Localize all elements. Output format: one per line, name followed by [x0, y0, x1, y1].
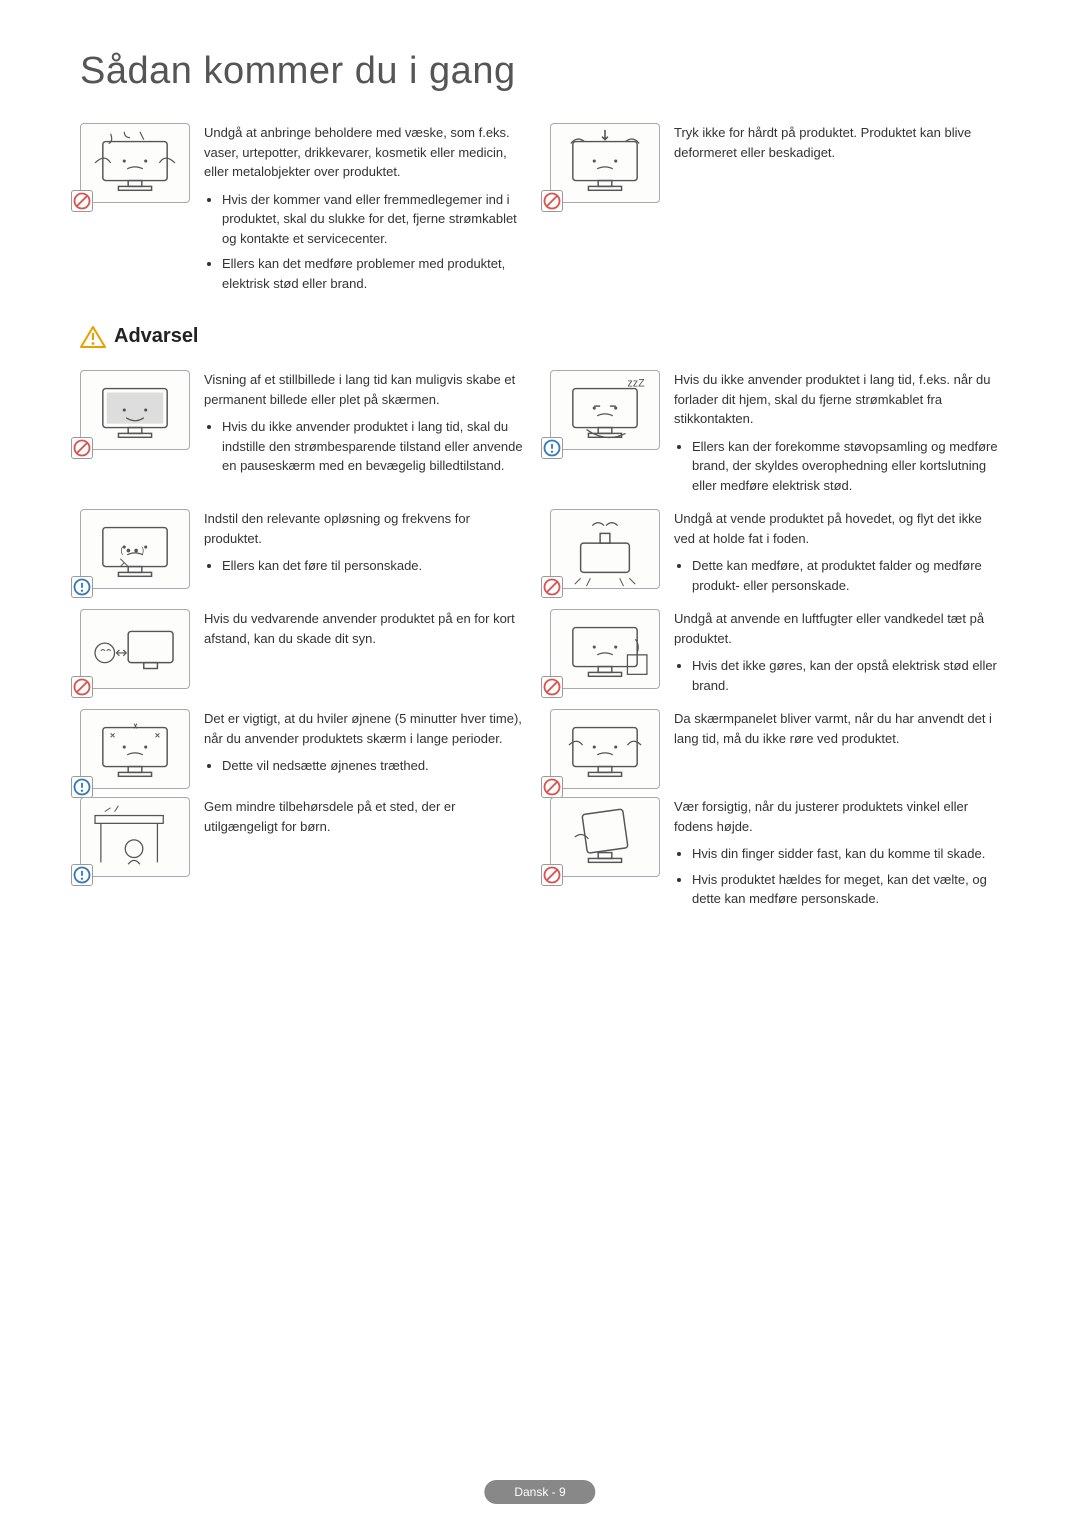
illus-press — [550, 123, 660, 203]
text-resolution: Indstil den relevante opløsning og frekv… — [204, 511, 470, 546]
illus-distance — [80, 609, 190, 689]
prohibit-icon — [541, 864, 563, 886]
prohibit-icon — [541, 190, 563, 212]
prohibit-icon — [541, 776, 563, 798]
safety-grid: Undgå at anbringe beholdere med væske, s… — [80, 123, 1000, 915]
item-tilt: Vær forsigtig, når du justerer produktet… — [550, 797, 1000, 915]
info-icon — [541, 437, 563, 459]
prohibit-icon — [71, 437, 93, 459]
illus-upside — [550, 509, 660, 589]
prohibit-icon — [71, 676, 93, 698]
page-title: Sådan kommer du i gang — [80, 50, 1000, 93]
item-resolution: Indstil den relevante opløsning og frekv… — [80, 509, 530, 589]
text-tilt: Vær forsigtig, når du justerer produktet… — [674, 799, 968, 834]
text-distance: Hvis du vedvarende anvender produktet på… — [204, 611, 515, 646]
item-stillimage: Visning af et stillbillede i lang tid ka… — [80, 370, 530, 482]
item-distance: Hvis du vedvarende anvender produktet på… — [80, 609, 530, 689]
text-liquids: Undgå at anbringe beholdere med væske, s… — [204, 125, 510, 179]
item-press: Tryk ikke for hårdt på produktet. Produk… — [550, 123, 1000, 203]
item-unplug: Hvis du ikke anvender produktet i lang t… — [550, 370, 1000, 501]
text-resteyes: Det er vigtigt, at du hviler øjnene (5 m… — [204, 711, 522, 746]
text-hotpanel: Da skærmpanelet bliver varmt, når du har… — [674, 711, 992, 746]
item-liquids: Undgå at anbringe beholdere med væske, s… — [80, 123, 530, 299]
page-footer: Dansk - 9 — [484, 1480, 595, 1504]
illus-liquids — [80, 123, 190, 203]
prohibit-icon — [71, 190, 93, 212]
illus-resolution — [80, 509, 190, 589]
item-hotpanel: Da skærmpanelet bliver varmt, når du har… — [550, 709, 1000, 789]
illus-unplug — [550, 370, 660, 450]
text-unplug: Hvis du ikke anvender produktet i lang t… — [674, 372, 991, 426]
illus-tilt — [550, 797, 660, 877]
item-humidifier: Undgå at anvende en luftfugter eller van… — [550, 609, 1000, 701]
text-press: Tryk ikke for hårdt på produktet. Produk… — [674, 125, 971, 160]
bullets-liquids: Hvis der kommer vand eller fremmedlegeme… — [222, 190, 530, 294]
item-resteyes: Det er vigtigt, at du hviler øjnene (5 m… — [80, 709, 530, 789]
illus-accessories — [80, 797, 190, 877]
illus-resteyes — [80, 709, 190, 789]
illus-humidifier — [550, 609, 660, 689]
info-icon — [71, 776, 93, 798]
text-stillimage: Visning af et stillbillede i lang tid ka… — [204, 372, 515, 407]
text-upside: Undgå at vende produktet på hovedet, og … — [674, 511, 982, 546]
warning-triangle-icon — [80, 326, 106, 348]
illus-hotpanel — [550, 709, 660, 789]
item-accessories: Gem mindre tilbehørsdele på et sted, der… — [80, 797, 530, 877]
info-icon — [71, 864, 93, 886]
warning-heading: Advarsel — [80, 325, 1000, 348]
prohibit-icon — [541, 576, 563, 598]
prohibit-icon — [541, 676, 563, 698]
item-upside: Undgå at vende produktet på hovedet, og … — [550, 509, 1000, 601]
text-humidifier: Undgå at anvende en luftfugter eller van… — [674, 611, 984, 646]
illus-stillimage — [80, 370, 190, 450]
info-icon — [71, 576, 93, 598]
text-accessories: Gem mindre tilbehørsdele på et sted, der… — [204, 799, 455, 834]
